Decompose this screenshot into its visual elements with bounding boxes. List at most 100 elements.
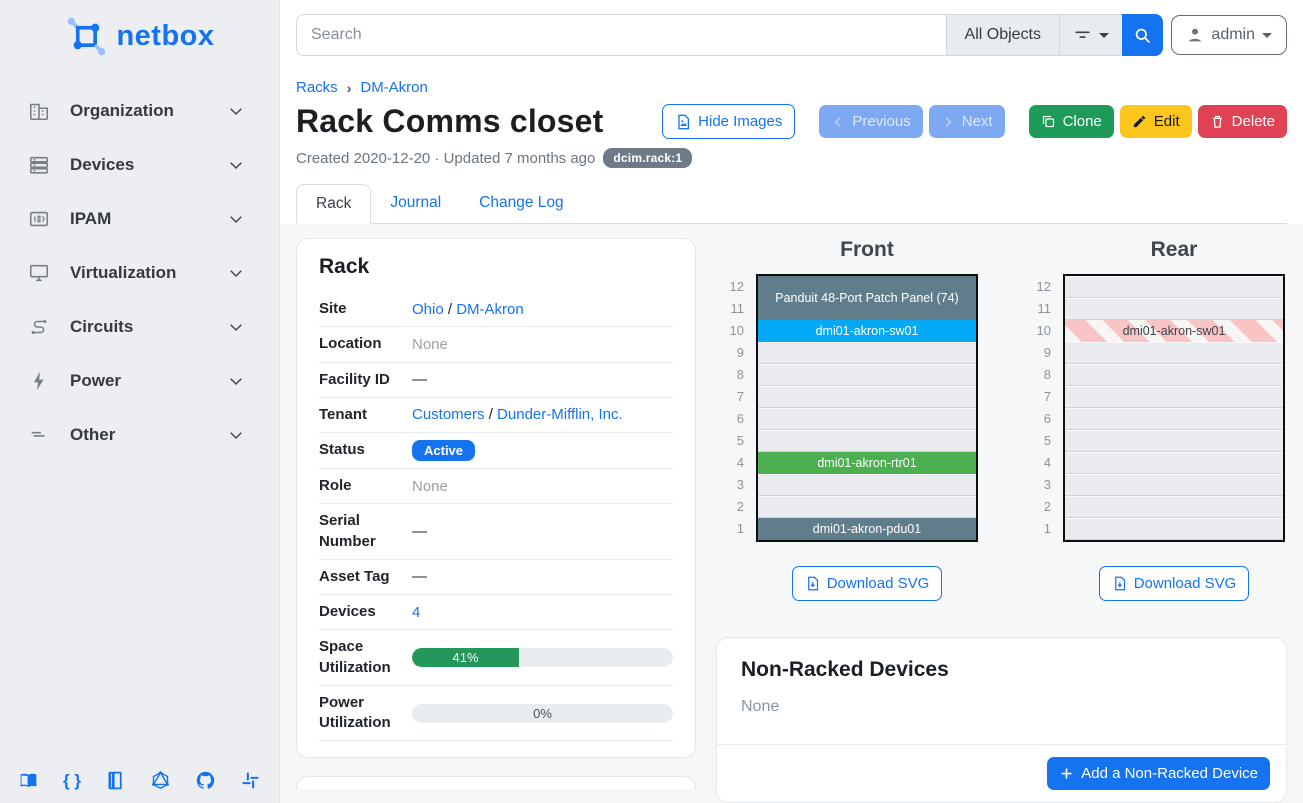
clone-button[interactable]: Clone	[1028, 105, 1114, 138]
rack-empty-slot[interactable]	[1065, 276, 1283, 298]
tab-journal[interactable]: Journal	[390, 194, 442, 211]
sidebar-item-other[interactable]: Other	[0, 408, 279, 462]
non-racked-devices-card: Non-Racked Devices None Add a Non-Racked…	[716, 637, 1287, 803]
devices-count-link[interactable]: 4	[412, 603, 421, 621]
unit-label: 3	[1043, 477, 1051, 492]
site-label: Site	[319, 300, 347, 317]
tab-rack[interactable]: Rack	[296, 184, 372, 224]
search-input[interactable]	[296, 14, 946, 56]
page-title: Rack Comms closet	[296, 103, 604, 139]
breadcrumb-separator: ›	[346, 79, 352, 96]
table-row-facility-id: Facility ID —	[319, 363, 673, 398]
rack-empty-slot[interactable]	[1065, 408, 1283, 430]
chevron-down-icon	[227, 264, 245, 282]
unit-label: 6	[1043, 411, 1051, 426]
tenant-link[interactable]: Dunder-Mifflin, Inc.	[497, 406, 623, 424]
space-utilization-bar: 41%	[412, 648, 673, 667]
docs-book-icon[interactable]	[18, 770, 39, 791]
region-link[interactable]: Ohio	[412, 300, 444, 318]
next-panel-partial	[296, 776, 696, 789]
location-value: None	[412, 335, 448, 353]
table-row-asset-tag: Asset Tag —	[319, 560, 673, 595]
unit-label: 3	[736, 477, 744, 492]
table-row-location: Location None	[319, 327, 673, 363]
search-filter-button[interactable]	[1059, 14, 1122, 56]
rack-empty-slot[interactable]	[1065, 452, 1283, 474]
sidebar-item-label: Virtualization	[70, 263, 177, 282]
chevron-down-icon	[227, 318, 245, 336]
table-row-tenant: Tenant Customers / Dunder-Mifflin, Inc.	[319, 398, 673, 433]
unit-label: 9	[1043, 345, 1051, 360]
monitor-icon	[28, 262, 50, 284]
file-download-icon	[805, 576, 820, 591]
next-button[interactable]: Next	[928, 105, 1005, 138]
github-icon[interactable]	[195, 770, 216, 791]
rack-empty-slot[interactable]	[1065, 386, 1283, 408]
breadcrumb: Racks › DM-Akron	[296, 79, 1287, 96]
filter-icon	[1073, 26, 1092, 45]
unit-label: 5	[736, 433, 744, 448]
site-link[interactable]: DM-Akron	[456, 300, 524, 318]
rack-empty-slot[interactable]	[758, 496, 976, 518]
netbox-logo[interactable]: netbox	[0, 0, 279, 68]
sidebar-item-circuits[interactable]: Circuits	[0, 300, 279, 354]
sidebar-item-label: Organization	[70, 101, 174, 120]
unit-label: 1	[736, 521, 744, 536]
rack-empty-slot[interactable]	[1065, 430, 1283, 452]
power-utilization-bar: 0%	[412, 703, 673, 723]
api-docs-icon[interactable]	[105, 770, 126, 791]
delete-button[interactable]: Delete	[1197, 105, 1287, 138]
tab-bar: Rack Journal Change Log	[296, 184, 1287, 224]
search-submit-button[interactable]	[1122, 14, 1163, 56]
delete-label: Delete	[1231, 113, 1275, 130]
download-svg-rear-button[interactable]: Download SVG	[1098, 566, 1250, 601]
rack-device[interactable]: dmi01-akron-pdu01	[758, 518, 976, 540]
sidebar-item-organization[interactable]: Organization	[0, 84, 279, 138]
rack-empty-slot[interactable]	[1065, 298, 1283, 320]
add-non-racked-device-button[interactable]: Add a Non-Racked Device	[1047, 757, 1270, 790]
rack-empty-slot[interactable]	[1065, 474, 1283, 496]
sidebar-item-label: Power	[70, 371, 122, 390]
rack-device[interactable]: Panduit 48-Port Patch Panel (74)	[758, 276, 976, 320]
sidebar-item-ipam[interactable]: IPAM	[0, 192, 279, 246]
rack-empty-slot[interactable]	[1065, 518, 1283, 540]
rack-empty-slot[interactable]	[758, 474, 976, 496]
edit-button[interactable]: Edit	[1119, 105, 1192, 138]
sidebar-item-power[interactable]: Power	[0, 354, 279, 408]
unit-label: 12	[1036, 279, 1051, 294]
sidebar-nav: Organization Devices IPAM	[0, 84, 279, 462]
rack-empty-slot[interactable]	[1065, 496, 1283, 518]
tab-change-log[interactable]: Change Log	[479, 194, 564, 211]
user-menu-button[interactable]: admin	[1171, 15, 1287, 55]
rest-api-icon[interactable]: { }	[63, 770, 81, 790]
rack-empty-slot[interactable]	[758, 408, 976, 430]
rack-device[interactable]: dmi01-akron-sw01	[758, 320, 976, 342]
hide-images-button[interactable]: Hide Images	[662, 104, 796, 139]
breadcrumb-racks-link[interactable]: Racks	[296, 79, 338, 96]
graphql-icon[interactable]	[150, 770, 171, 791]
download-svg-front-button[interactable]: Download SVG	[791, 566, 943, 601]
rack-empty-slot[interactable]	[1065, 342, 1283, 364]
sidebar-item-devices[interactable]: Devices	[0, 138, 279, 192]
sidebar-item-virtualization[interactable]: Virtualization	[0, 246, 279, 300]
server-icon	[28, 154, 50, 176]
sidebar-item-label: Circuits	[70, 317, 134, 336]
rack-device[interactable]: dmi01-akron-rtr01	[758, 452, 976, 474]
unit-label: 11	[1037, 301, 1052, 316]
hide-images-label: Hide Images	[698, 113, 783, 130]
rack-empty-slot[interactable]	[758, 342, 976, 364]
rack-empty-slot[interactable]	[1065, 364, 1283, 386]
rack-device[interactable]: dmi01-akron-sw01	[1065, 320, 1283, 342]
power-utilization-label: Power Utilization	[319, 693, 391, 731]
tenant-group-link[interactable]: Customers	[412, 406, 485, 424]
separator: /	[447, 300, 453, 318]
previous-button[interactable]: Previous	[819, 105, 923, 138]
rack-empty-slot[interactable]	[758, 430, 976, 452]
slack-icon[interactable]	[240, 770, 261, 791]
rack-empty-slot[interactable]	[758, 364, 976, 386]
rack-empty-slot[interactable]	[758, 386, 976, 408]
search-scope-button[interactable]: All Objects	[945, 14, 1059, 56]
chevron-down-icon	[227, 426, 245, 444]
unit-label: 4	[1043, 455, 1051, 470]
breadcrumb-site-link[interactable]: DM-Akron	[360, 79, 428, 96]
